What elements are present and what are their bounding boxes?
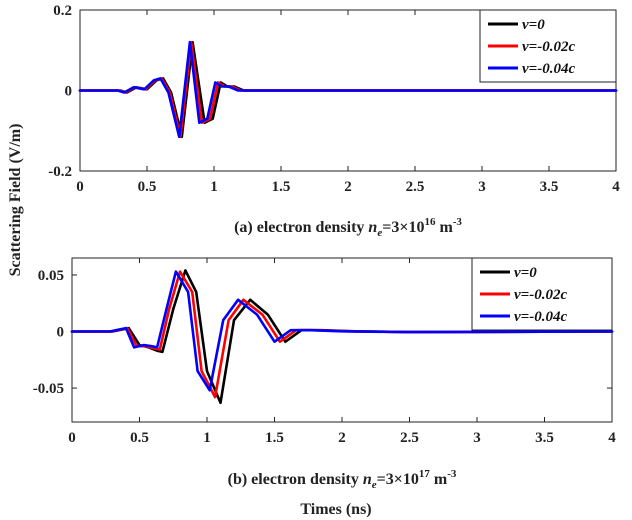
legend-entry: v=0 (514, 265, 537, 281)
x-tick-label: 2 (344, 179, 352, 195)
x-axis-label: Times (ns) (300, 501, 371, 518)
series-group-b (70, 269, 614, 405)
legend-a: v=0 v=-0.02c v=-0.04c (479, 9, 617, 83)
y-tick-label: 0 (57, 325, 65, 341)
legend-entry: v=-0.02c (522, 39, 575, 55)
y-tick-label: -0.2 (48, 164, 72, 180)
x-tick-label: 2.5 (406, 179, 425, 195)
legend-entry: v=-0.04c (522, 61, 575, 77)
x-tick-label: 0.5 (130, 430, 149, 446)
x-tick-label: 0 (76, 179, 84, 195)
x-tick-label: 1.5 (265, 430, 284, 446)
y-tick-label: 0 (65, 84, 73, 100)
series-line-v-0-04c (70, 270, 614, 392)
y-tick-label: 0.2 (53, 3, 72, 19)
series-group-a (78, 40, 618, 139)
panel-b: 0 0.5 1 1.5 2 2.5 3 3.5 4 0.05 0 -0.05 v=0 v=-0.02c… (33, 257, 616, 491)
x-tick-label: 3 (473, 430, 481, 446)
panel-a-caption: (a) electron density ne=3×1016 m-3 (234, 216, 462, 239)
x-tick-label: 1 (203, 430, 211, 446)
x-tick-label: 0.5 (138, 179, 157, 195)
legend-entry: v=-0.04c (514, 309, 567, 325)
series-line-v-0-04c (78, 40, 618, 139)
x-tick-label: 3.5 (540, 179, 559, 195)
x-tick-label: 2 (338, 430, 346, 446)
y-tick-label: -0.05 (33, 381, 64, 397)
x-tick-label: 3.5 (535, 430, 554, 446)
legend-b: v=0 v=-0.02c v=-0.04c (471, 257, 613, 331)
x-tick-label: 1 (210, 179, 218, 195)
x-tick-label: 4 (608, 430, 616, 446)
x-tick-label: 1.5 (272, 179, 291, 195)
legend-entry: v=-0.02c (514, 287, 567, 303)
x-tick-label: 0 (68, 430, 76, 446)
y-tick-label: 0.05 (38, 268, 64, 284)
panel-a: 0 0.5 1 1.5 2 2.5 3 3.5 4 0.20-0.2 v=0v=-0.02cv=… (48, 3, 620, 239)
x-tick-label: 2.5 (400, 430, 419, 446)
y-axis-label: Scattering Field (V/m) (7, 124, 24, 277)
legend-entry: v=0 (522, 17, 545, 33)
x-tick-label: 3 (478, 179, 486, 195)
x-tick-label: 4 (612, 179, 620, 195)
panel-b-caption: (b) electron density ne=3×1017 m-3 (228, 468, 457, 491)
